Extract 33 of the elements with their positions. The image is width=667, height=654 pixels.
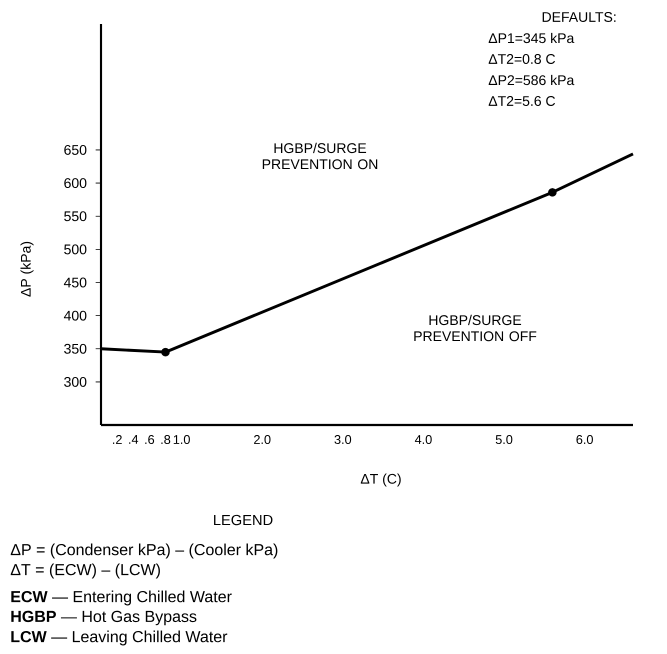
x-tick-label: .8 <box>161 435 170 444</box>
y-tick-label: 600 <box>64 178 86 188</box>
x-tick-label: 2.0 <box>254 435 271 444</box>
annotation: ΔT2=5.6 C <box>488 96 556 106</box>
x-tick-label: 3.0 <box>334 435 352 444</box>
y-tick-label: 650 <box>64 144 86 155</box>
annotation: HGBP/SURGE PREVENTION ON <box>262 142 378 170</box>
text: LEGEND <box>214 514 272 526</box>
y-tick-label: 300 <box>64 376 86 387</box>
y-tick-label: 550 <box>64 211 86 222</box>
text: ECW — Entering Chilled Water <box>11 590 232 606</box>
y-tick-label: 450 <box>64 278 86 288</box>
annotation: ΔT2=0.8 C <box>488 54 556 64</box>
x-tick-label: 6.0 <box>576 435 593 444</box>
text: DEFAULTS: <box>542 12 616 22</box>
x-tick-label: 1.0 <box>174 435 190 444</box>
annotation: ΔP1=345 kPa <box>488 32 574 44</box>
x-tick-label: .2 <box>112 435 122 444</box>
y-tick-label: 350 <box>64 344 86 354</box>
y-tick-label: 500 <box>64 244 86 254</box>
text: HGBP — Hot Gas Bypass <box>11 610 196 626</box>
annotation: HGBP/SURGE PREVENTION OFF <box>414 314 536 342</box>
text: LCW — Leaving Chilled Water <box>11 630 228 646</box>
x-tick-label: .6 <box>145 435 154 444</box>
x-axis-title: ΔT (C) <box>360 473 401 487</box>
text: ΔT = (ECW) – (LCW) <box>10 564 160 578</box>
x-tick-label: .4 <box>129 435 138 444</box>
x-tick-label: 4.0 <box>414 435 432 444</box>
y-axis-title: ΔP (kPa) <box>20 242 34 297</box>
text: ΔP = (Condenser kPa) – (Cooler kPa) <box>10 544 278 558</box>
y-tick-label: 400 <box>64 310 86 321</box>
annotation: ΔP2=586 kPa <box>488 74 574 86</box>
x-tick-label: 5.0 <box>496 435 512 444</box>
